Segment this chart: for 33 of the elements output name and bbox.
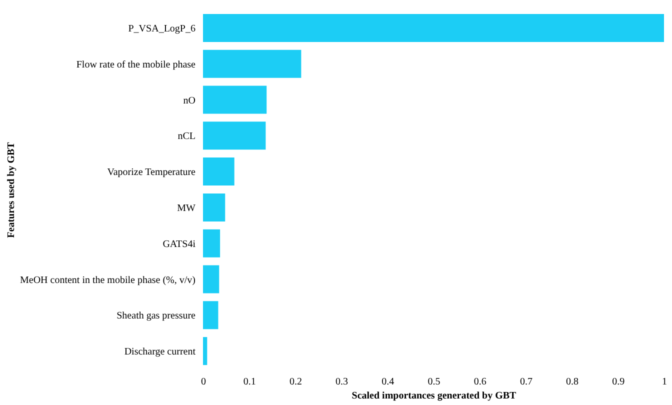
bar bbox=[203, 122, 266, 150]
x-tick-label: 1 bbox=[662, 376, 667, 388]
y-tick-label: P_VSA_LogP_6 bbox=[128, 23, 196, 34]
y-tick-label: Discharge current bbox=[124, 346, 196, 358]
y-tick-label: Sheath gas pressure bbox=[116, 310, 196, 322]
x-tick-label: 0.4 bbox=[382, 376, 394, 388]
bar bbox=[203, 14, 664, 42]
bar bbox=[203, 158, 234, 186]
y-axis-title: Features used by GBT bbox=[6, 142, 17, 238]
bar bbox=[203, 301, 218, 330]
y-tick-label: nCL bbox=[178, 131, 196, 142]
x-tick-label: 0.1 bbox=[243, 376, 256, 388]
x-axis-title: Scaled importances generated by GBT bbox=[352, 390, 517, 402]
bar bbox=[203, 229, 220, 258]
x-tick-label: 0.7 bbox=[520, 376, 532, 388]
x-tick-label: 0.9 bbox=[612, 376, 625, 388]
x-tick-label: 0 bbox=[201, 376, 206, 388]
y-tick-label: Flow rate of the mobile phase bbox=[76, 59, 196, 70]
y-tick-label: MeOH content in the mobile phase (%, v/v) bbox=[20, 274, 196, 286]
x-tick-label: 0.2 bbox=[289, 376, 302, 388]
bar bbox=[203, 193, 226, 222]
bar bbox=[203, 50, 302, 78]
x-tick-label: 0.3 bbox=[336, 376, 348, 388]
y-tick-label: Vaporize Temperature bbox=[107, 167, 196, 178]
y-tick-label: GATS4i bbox=[162, 238, 196, 250]
y-tick-label: MW bbox=[177, 202, 196, 214]
bar bbox=[203, 265, 220, 294]
bar bbox=[203, 337, 208, 366]
y-tick-label: nO bbox=[183, 95, 196, 106]
x-tick-label: 0.8 bbox=[566, 376, 579, 388]
x-tick-label: 0.6 bbox=[474, 376, 486, 388]
bar bbox=[203, 86, 267, 114]
x-tick-label: 0.5 bbox=[428, 376, 440, 388]
